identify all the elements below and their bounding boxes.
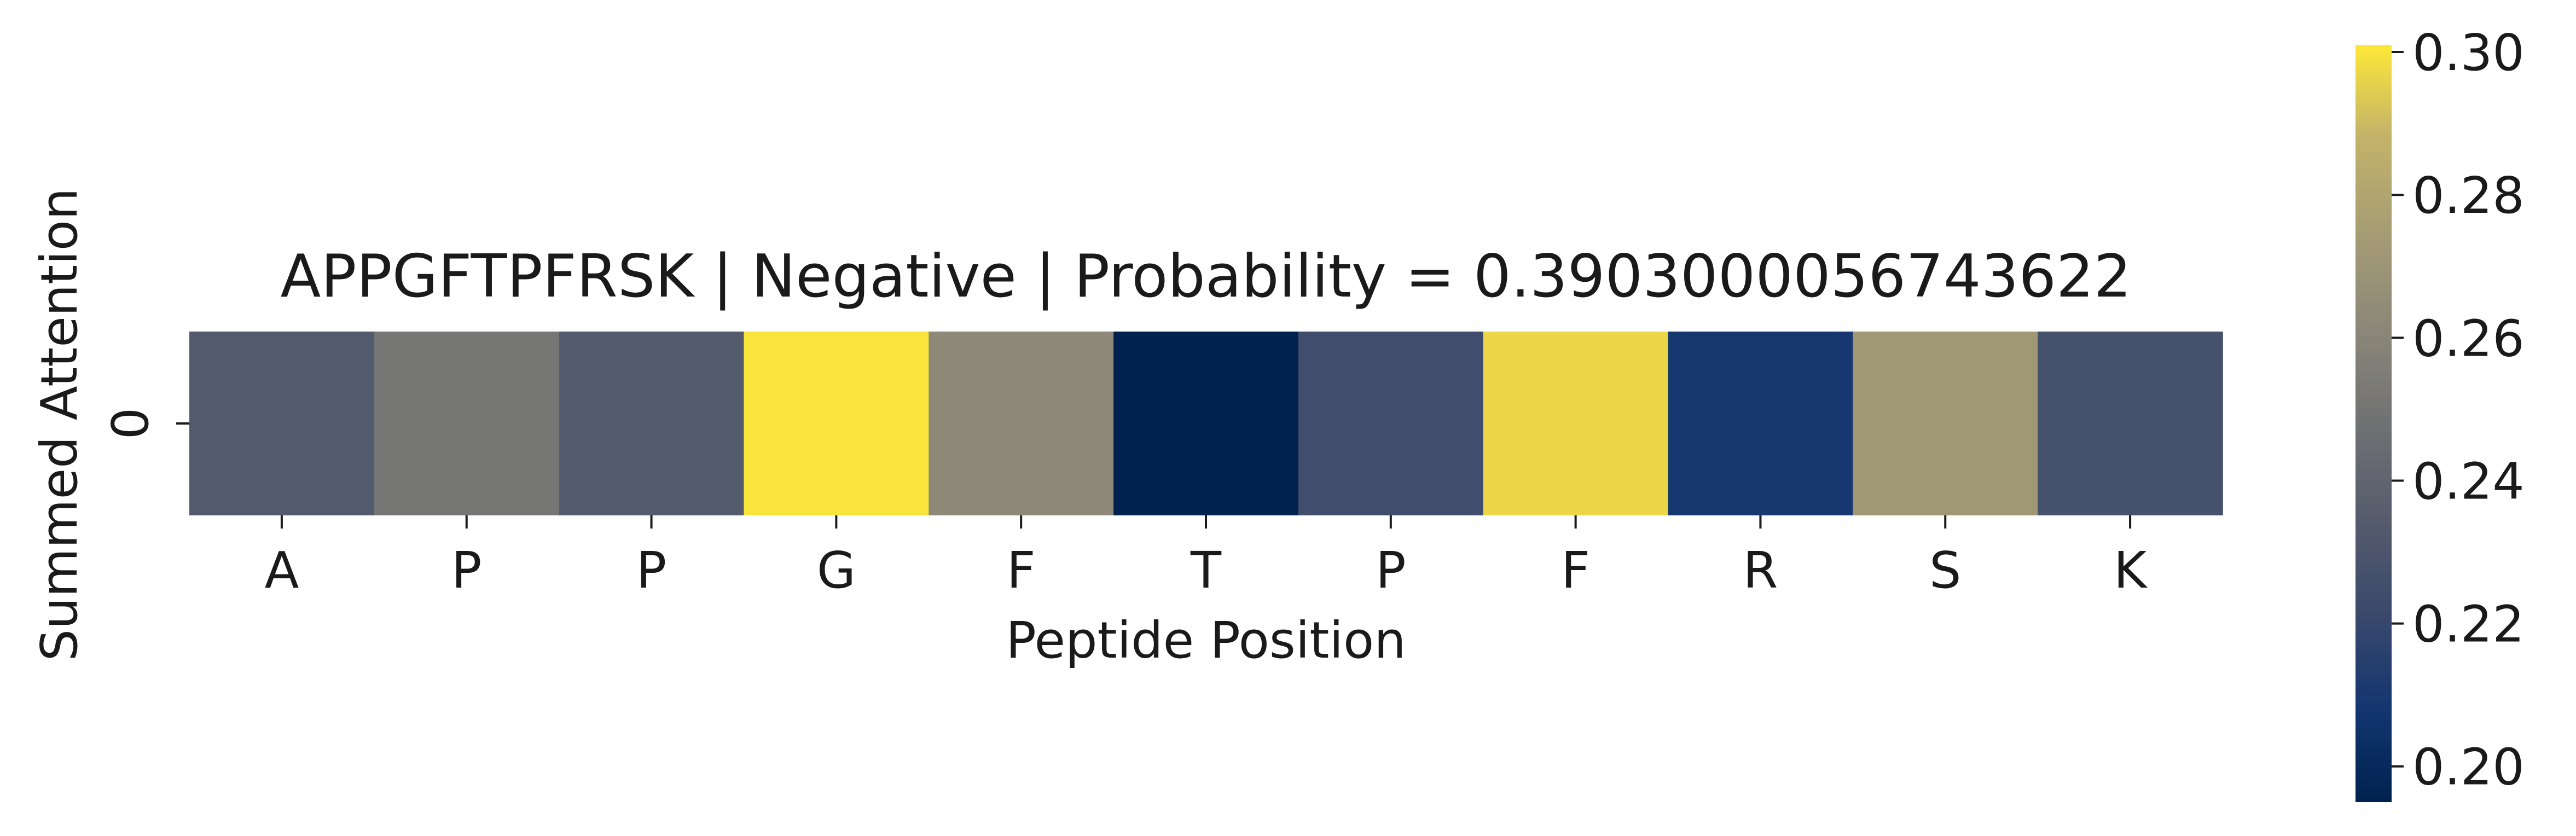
colorbar-tick-label: 0.24 — [2412, 452, 2525, 510]
x-tick-label: P — [636, 541, 666, 600]
heatmap-cells — [189, 332, 2223, 515]
heatmap-cell — [744, 332, 930, 515]
x-tick-label: S — [1929, 541, 1961, 600]
colorbar — [2355, 45, 2392, 802]
heatmap-cell — [1113, 332, 1299, 515]
heatmap-cell — [2038, 332, 2223, 515]
x-tick-label: G — [817, 541, 856, 600]
heatmap-cell — [1853, 332, 2038, 515]
x-tick-label: P — [1376, 541, 1406, 600]
colorbar-tick-label: 0.22 — [2412, 595, 2525, 654]
colorbar-tick-label: 0.26 — [2412, 309, 2525, 368]
heatmap-cell — [374, 332, 560, 515]
heatmap-cell — [559, 332, 745, 515]
colorbar-ticks: 0.20 0.22 0.24 0.26 0.28 0.30 — [2392, 24, 2525, 797]
colorbar-tick-label: 0.30 — [2412, 24, 2525, 82]
colorbar-tick-label: 0.20 — [2412, 738, 2525, 797]
chart-title: APPGFTPFRSK | Negative | Probability = 0… — [281, 242, 2132, 311]
x-tick-label: P — [451, 541, 481, 600]
x-tick-label: K — [2114, 541, 2148, 600]
x-tick-label: A — [264, 541, 299, 600]
heatmap-cell — [929, 332, 1114, 515]
heatmap-cell — [189, 332, 375, 515]
heatmap-cell — [1298, 332, 1484, 515]
heatmap-cell — [1668, 332, 1854, 515]
x-tick-label: F — [1007, 541, 1036, 600]
x-tick-label: T — [1190, 541, 1222, 600]
heatmap-cell — [1483, 332, 1669, 515]
colorbar-tick-label: 0.28 — [2412, 166, 2525, 225]
y-axis-ticks: 0 — [101, 408, 189, 440]
x-tick-label: R — [1743, 541, 1778, 600]
y-axis-label: Summed Attention — [30, 188, 89, 661]
x-axis-label: Peptide Position — [1006, 611, 1406, 670]
x-tick-label: F — [1561, 541, 1590, 600]
y-tick-label: 0 — [101, 408, 160, 440]
